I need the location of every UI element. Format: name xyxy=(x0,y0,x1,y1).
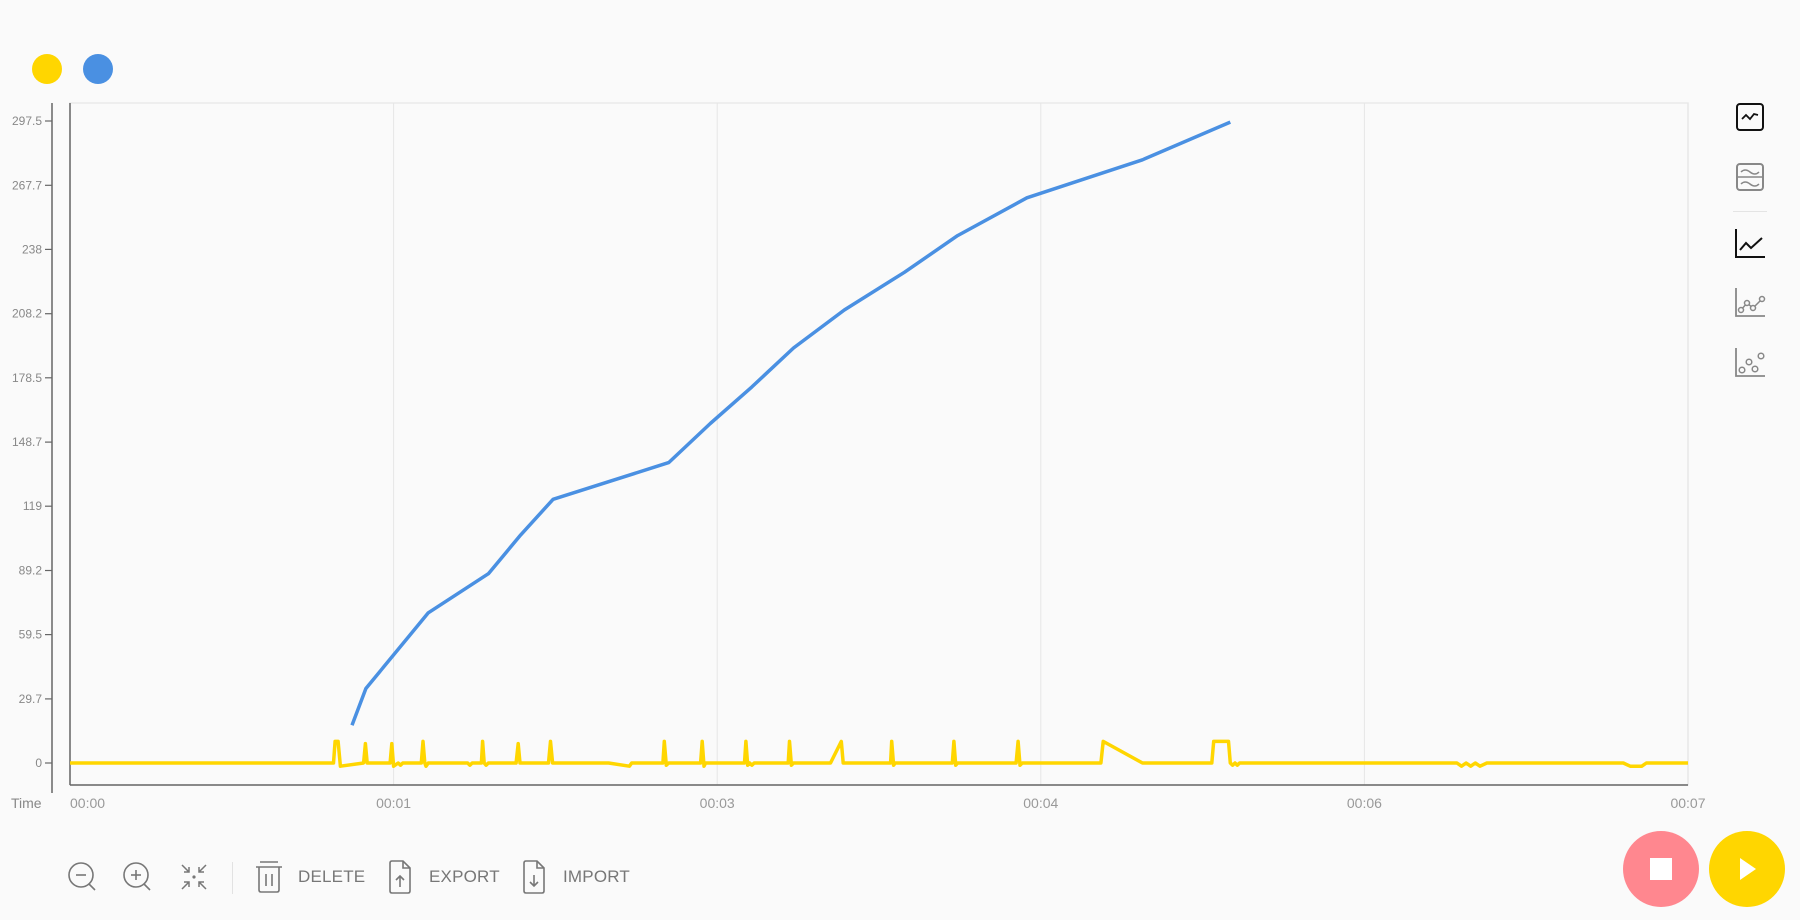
export-button[interactable]: EXPORT xyxy=(387,858,500,896)
file-export-icon xyxy=(389,860,411,894)
trash-icon xyxy=(256,861,282,893)
y-tick-label: 89.2 xyxy=(19,564,43,578)
zoom-out-icon xyxy=(68,862,96,891)
stop-icon xyxy=(1650,858,1672,880)
stop-button[interactable] xyxy=(1623,831,1699,907)
y-tick-label: 29.7 xyxy=(19,692,43,706)
series-yellow-line xyxy=(70,739,1688,768)
y-tick-label: 267.7 xyxy=(12,178,42,192)
plot-frame xyxy=(69,102,1689,786)
export-label: EXPORT xyxy=(429,867,500,886)
play-icon xyxy=(1740,858,1756,880)
file-import-icon xyxy=(523,860,545,894)
x-tick-label: 00:07 xyxy=(1670,795,1705,811)
x-axis-title: Time xyxy=(11,795,42,811)
side-divider xyxy=(1733,211,1767,212)
legend-yellow-dot[interactable] xyxy=(32,54,62,84)
play-button[interactable] xyxy=(1709,831,1785,907)
y-tick-label: 0 xyxy=(35,756,42,770)
fit-view-button[interactable] xyxy=(176,858,212,896)
delete-label: DELETE xyxy=(298,867,366,886)
y-tick-label: 178.5 xyxy=(12,371,42,385)
delete-button[interactable]: DELETE xyxy=(254,858,365,896)
x-tick-label: 00:04 xyxy=(1023,795,1058,811)
scatter-chart-icon[interactable] xyxy=(1733,345,1767,379)
x-tick-label: 00:06 xyxy=(1347,795,1382,811)
x-tick-label: 00:01 xyxy=(376,795,411,811)
y-tick-label: 148.7 xyxy=(12,435,42,449)
y-tick-label: 119 xyxy=(23,499,42,513)
zoom-in-button[interactable] xyxy=(120,858,156,896)
line-points-chart-icon[interactable] xyxy=(1733,285,1767,319)
stacked-chart-icon[interactable] xyxy=(1733,160,1767,194)
import-button[interactable]: IMPORT xyxy=(521,858,630,896)
collapse-arrows-icon xyxy=(181,864,207,890)
y-tick-label: 208.2 xyxy=(12,307,42,321)
import-label: IMPORT xyxy=(563,867,631,886)
line-chart-icon[interactable] xyxy=(1733,226,1767,260)
y-tick-label: 59.5 xyxy=(19,628,43,642)
zoom-out-button[interactable] xyxy=(65,858,101,896)
legend-blue-dot[interactable] xyxy=(83,54,113,84)
y-tick-label: 238 xyxy=(22,242,42,256)
single-chart-icon[interactable] xyxy=(1733,100,1767,134)
zoom-in-icon xyxy=(123,862,151,891)
x-tick-label: 00:03 xyxy=(700,795,735,811)
series-blue-line xyxy=(350,120,1231,726)
toolbar-divider xyxy=(232,862,233,894)
y-tick-label: 297.5 xyxy=(12,114,42,128)
x-tick-label: 00:00 xyxy=(70,795,105,811)
